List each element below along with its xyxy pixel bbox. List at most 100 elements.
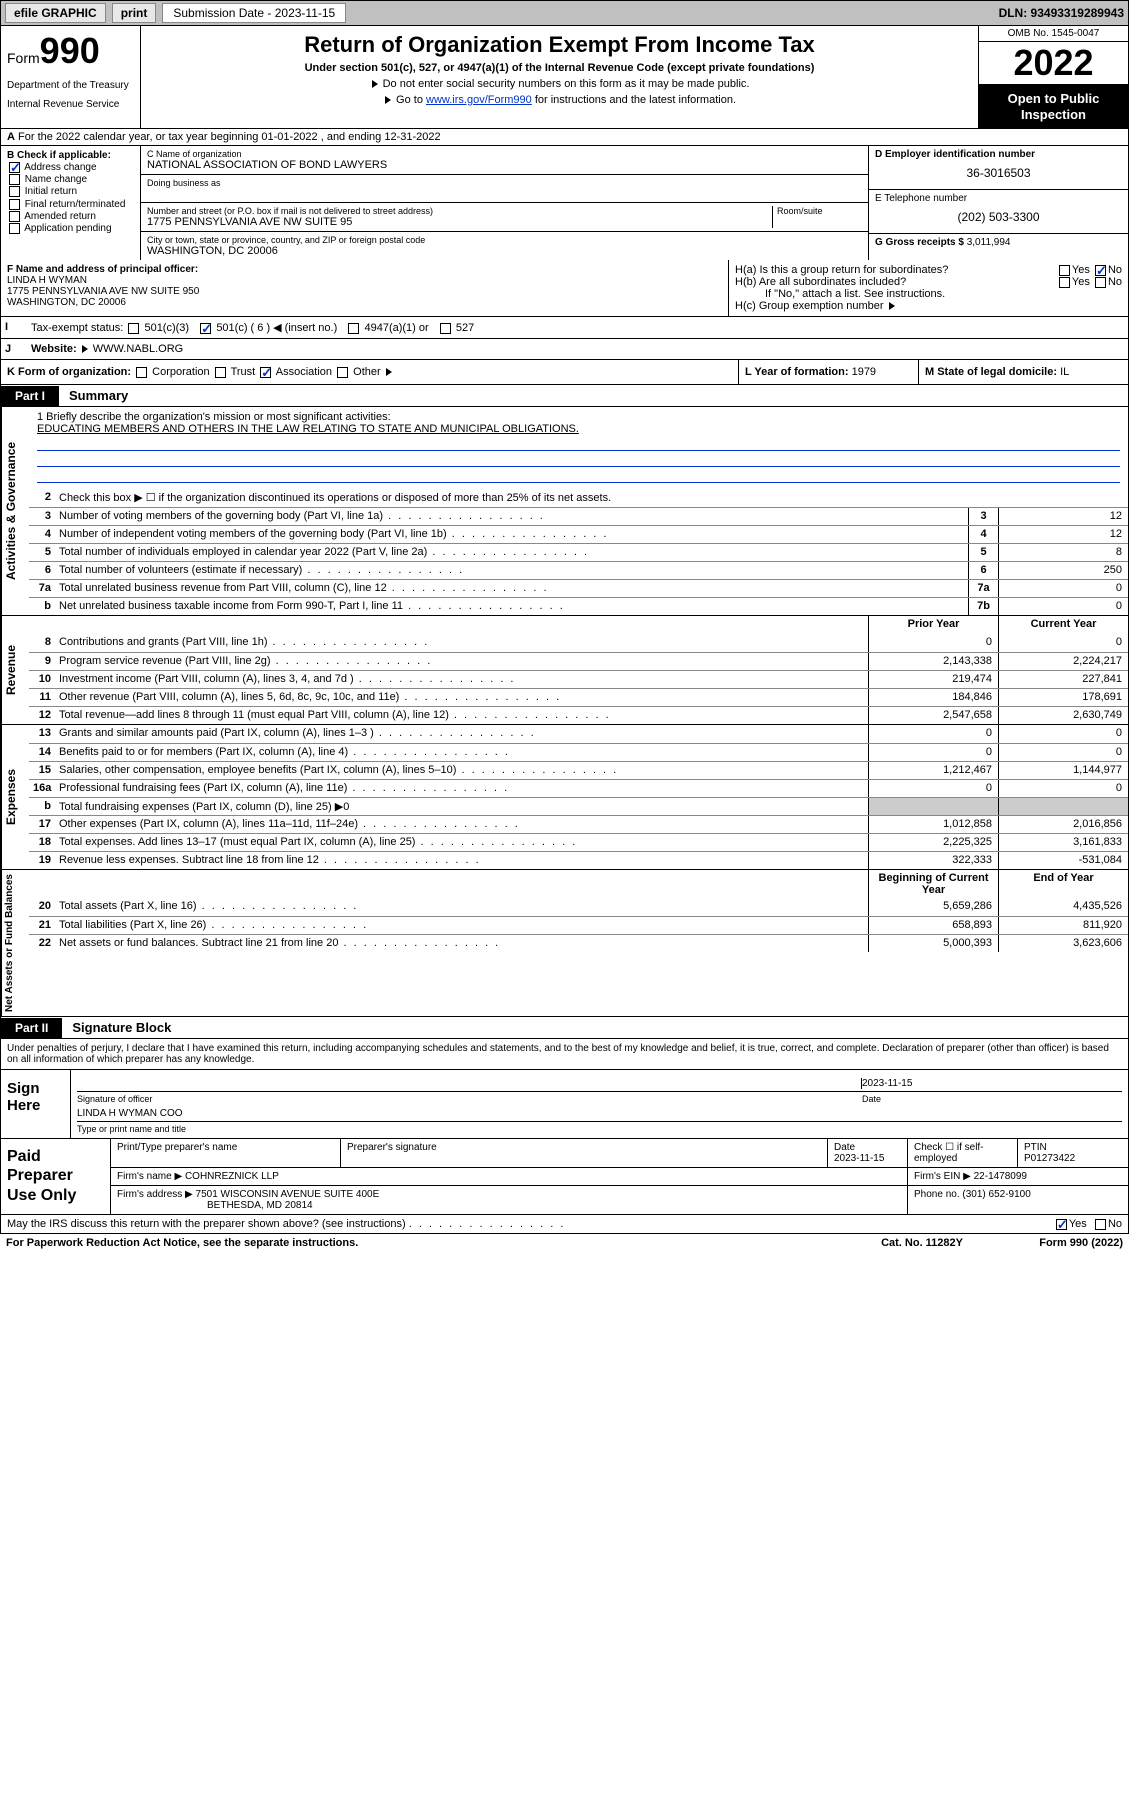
chk-527[interactable] <box>440 323 451 334</box>
beginning-year-hdr: Beginning of Current Year <box>868 870 998 898</box>
chk-trust[interactable] <box>215 367 226 378</box>
chk-initial-return[interactable] <box>9 186 20 197</box>
chk-hb-no[interactable] <box>1095 277 1106 288</box>
chk-4947[interactable] <box>348 323 359 334</box>
chk-final-return[interactable] <box>9 199 20 210</box>
prep-date: 2023-11-15 <box>834 1153 884 1164</box>
efile-label: efile GRAPHIC <box>5 3 106 23</box>
exp-row: 17Other expenses (Part IX, column (A), l… <box>29 815 1128 833</box>
irs-link[interactable]: www.irs.gov/Form990 <box>426 94 532 106</box>
org-city: WASHINGTON, DC 20006 <box>147 245 862 257</box>
row-j: J Website: WWW.NABL.ORG <box>0 339 1129 360</box>
goto-note: Go to www.irs.gov/Form990 for instructio… <box>149 94 970 106</box>
rev-row: 10Investment income (Part VIII, column (… <box>29 670 1128 688</box>
form-ref: Form 990 (2022) <box>963 1237 1123 1249</box>
sig-date: 2023-11-15 <box>862 1078 1122 1089</box>
chk-app-pending[interactable] <box>9 223 20 234</box>
gov-row: 4Number of independent voting members of… <box>29 525 1128 543</box>
chk-corp[interactable] <box>136 367 147 378</box>
gov-row: 3Number of voting members of the governi… <box>29 507 1128 525</box>
end-year-hdr: End of Year <box>998 870 1128 898</box>
part-2-header: Part II Signature Block <box>0 1017 1129 1039</box>
omb-number: OMB No. 1545-0047 <box>979 26 1128 42</box>
ein-value: 36-3016503 <box>875 160 1122 186</box>
prior-year-hdr: Prior Year <box>868 616 998 634</box>
tax-year: 2022 <box>979 42 1128 85</box>
officer-printed: LINDA H WYMAN COO <box>77 1108 1122 1119</box>
row-k-l-m: K Form of organization: Corporation Trus… <box>0 360 1129 385</box>
form-header: Form990 Department of the Treasury Inter… <box>0 26 1129 129</box>
officer-name: LINDA H WYMAN <box>7 275 87 286</box>
row-f-h: F Name and address of principal officer:… <box>0 260 1129 317</box>
dept-treasury: Department of the Treasury <box>7 80 134 91</box>
gov-row: 6Total number of volunteers (estimate if… <box>29 561 1128 579</box>
chk-hb-yes[interactable] <box>1059 277 1070 288</box>
print-button[interactable]: print <box>112 3 157 23</box>
exp-row: bTotal fundraising expenses (Part IX, co… <box>29 797 1128 815</box>
exp-row: 19Revenue less expenses. Subtract line 1… <box>29 851 1128 869</box>
top-bar: efile GRAPHIC print Submission Date - 20… <box>0 0 1129 26</box>
dln-label: DLN: 93493319289943 <box>999 6 1124 20</box>
gov-row: 5Total number of individuals employed in… <box>29 543 1128 561</box>
exp-row: 13Grants and similar amounts paid (Part … <box>29 725 1128 743</box>
org-address: 1775 PENNSYLVANIA AVE NW SUITE 95 <box>147 216 772 228</box>
net-row: 21Total liabilities (Part X, line 26)658… <box>29 916 1128 934</box>
ptin: P01273422 <box>1024 1153 1075 1164</box>
firm-name: COHNREZNICK LLP <box>185 1171 279 1182</box>
exp-row: 15Salaries, other compensation, employee… <box>29 761 1128 779</box>
revenue-section: Revenue Prior YearCurrent Year 8Contribu… <box>0 616 1129 725</box>
rev-row: 12Total revenue—add lines 8 through 11 (… <box>29 706 1128 724</box>
chk-name-change[interactable] <box>9 174 20 185</box>
form-title: Return of Organization Exempt From Incom… <box>149 32 970 58</box>
chk-discuss-yes[interactable] <box>1056 1219 1067 1230</box>
row-i: I Tax-exempt status: 501(c)(3) 501(c) ( … <box>0 317 1129 339</box>
gross-receipts: 3,011,994 <box>967 237 1011 248</box>
firm-phone: (301) 652-9100 <box>962 1189 1030 1200</box>
chk-address-change[interactable] <box>9 162 20 173</box>
firm-addr: 7501 WISCONSIN AVENUE SUITE 400E <box>196 1189 380 1200</box>
gov-row: bNet unrelated business taxable income f… <box>29 597 1128 615</box>
submission-date: Submission Date - 2023-11-15 <box>162 3 346 23</box>
col-d-to-g: D Employer identification number36-30165… <box>868 146 1128 260</box>
chk-assoc[interactable] <box>260 367 271 378</box>
expenses-section: Expenses 13Grants and similar amounts pa… <box>0 725 1129 870</box>
form-subtitle: Under section 501(c), 527, or 4947(a)(1)… <box>149 62 970 74</box>
signature-block: Under penalties of perjury, I declare th… <box>0 1039 1129 1215</box>
state-domicile: IL <box>1060 366 1069 378</box>
perjury-declaration: Under penalties of perjury, I declare th… <box>1 1039 1128 1070</box>
chk-501c3[interactable] <box>128 323 139 334</box>
cat-no: Cat. No. 11282Y <box>881 1237 963 1249</box>
net-row: 22Net assets or fund balances. Subtract … <box>29 934 1128 952</box>
chk-discuss-no[interactable] <box>1095 1219 1106 1230</box>
col-c-org-info: C Name of organizationNATIONAL ASSOCIATI… <box>141 146 868 260</box>
gov-row: 7aTotal unrelated business revenue from … <box>29 579 1128 597</box>
public-inspection: Open to Public Inspection <box>979 85 1128 128</box>
firm-ein: 22-1478099 <box>974 1171 1027 1182</box>
org-name: NATIONAL ASSOCIATION OF BOND LAWYERS <box>147 159 862 171</box>
current-year-hdr: Current Year <box>998 616 1128 634</box>
activities-governance: Activities & Governance 1 Briefly descri… <box>0 407 1129 616</box>
gov-row: 2Check this box ▶ ☐ if the organization … <box>29 489 1128 507</box>
irs-label: Internal Revenue Service <box>7 99 134 110</box>
mission-block: 1 Briefly describe the organization's mi… <box>29 407 1128 489</box>
website: WWW.NABL.ORG <box>93 343 183 355</box>
footer-line: For Paperwork Reduction Act Notice, see … <box>0 1234 1129 1252</box>
telephone: (202) 503-3300 <box>875 204 1122 230</box>
rev-row: 9Program service revenue (Part VIII, lin… <box>29 652 1128 670</box>
discuss-row: May the IRS discuss this return with the… <box>0 1215 1129 1234</box>
chk-other[interactable] <box>337 367 348 378</box>
paid-preparer: Paid Preparer Use Only Print/Type prepar… <box>1 1138 1128 1214</box>
exp-row: 16aProfessional fundraising fees (Part I… <box>29 779 1128 797</box>
net-assets-section: Net Assets or Fund Balances Beginning of… <box>0 870 1129 1017</box>
chk-ha-yes[interactable] <box>1059 265 1070 276</box>
chk-amended[interactable] <box>9 211 20 222</box>
section-b-to-g: B Check if applicable: Address change Na… <box>0 146 1129 260</box>
part-1-header: Part I Summary <box>0 385 1129 407</box>
form-number: Form990 <box>7 30 134 72</box>
chk-501c[interactable] <box>200 323 211 334</box>
mission-text: EDUCATING MEMBERS AND OTHERS IN THE LAW … <box>37 423 1120 435</box>
row-a-period: A For the 2022 calendar year, or tax yea… <box>0 129 1129 146</box>
chk-ha-no[interactable] <box>1095 265 1106 276</box>
ssn-note: Do not enter social security numbers on … <box>149 78 970 90</box>
exp-row: 18Total expenses. Add lines 13–17 (must … <box>29 833 1128 851</box>
